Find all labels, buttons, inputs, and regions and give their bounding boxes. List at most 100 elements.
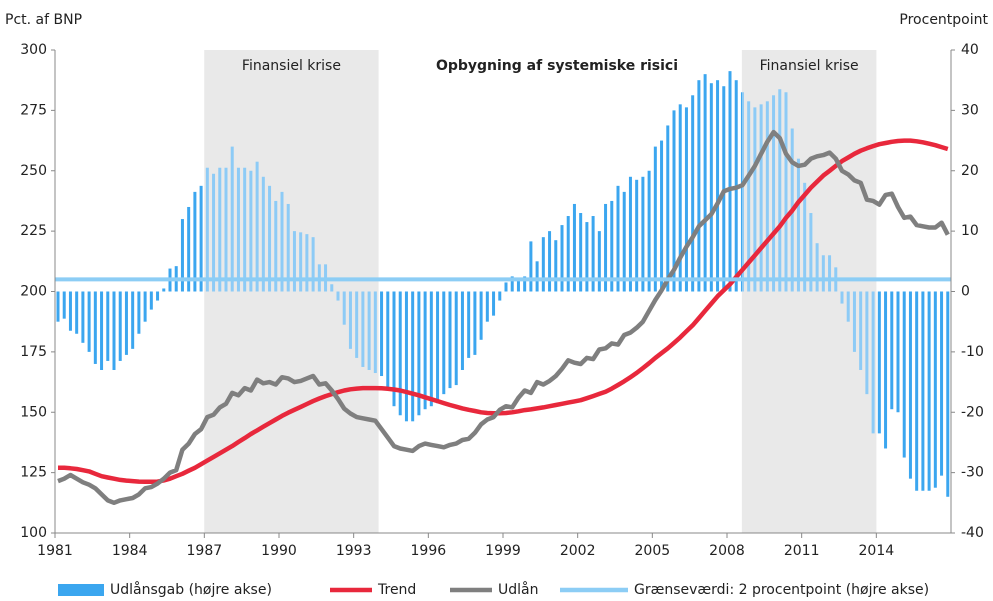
bar xyxy=(492,291,496,316)
bar xyxy=(404,291,408,422)
bar xyxy=(75,291,79,334)
bar xyxy=(852,291,856,352)
legend-label: Udlån xyxy=(498,581,538,598)
bar xyxy=(579,213,583,292)
bar xyxy=(187,206,191,292)
bar xyxy=(504,282,508,292)
bar xyxy=(112,291,116,370)
bar xyxy=(796,158,800,292)
bar xyxy=(149,291,153,310)
bar xyxy=(585,222,589,292)
bar xyxy=(386,291,390,389)
bar xyxy=(392,291,396,407)
bar xyxy=(261,176,265,292)
bar xyxy=(927,291,931,491)
bar xyxy=(691,95,695,292)
bar xyxy=(243,167,247,292)
bar xyxy=(498,291,502,301)
bar xyxy=(230,146,234,292)
bar xyxy=(249,170,253,292)
x-tick-label: 1999 xyxy=(485,543,521,559)
bar xyxy=(765,101,769,292)
bar xyxy=(106,291,110,361)
bar xyxy=(305,234,309,292)
bar xyxy=(753,107,757,292)
bar xyxy=(933,291,937,488)
y2-tick-label: -20 xyxy=(961,404,984,420)
bar xyxy=(143,291,147,322)
bar xyxy=(548,231,552,292)
bar xyxy=(100,291,104,370)
y-tick-label: 225 xyxy=(20,223,47,239)
bar xyxy=(560,225,564,292)
x-tick-label: 1984 xyxy=(112,543,148,559)
bar xyxy=(137,291,141,334)
x-tick-label: 1981 xyxy=(37,543,73,559)
bar xyxy=(380,291,384,377)
bar xyxy=(604,203,608,292)
legend-label: Trend xyxy=(377,582,416,598)
bar xyxy=(877,291,881,434)
bar xyxy=(940,291,944,476)
y-tick-label: 150 xyxy=(20,404,47,420)
bar xyxy=(180,219,184,292)
bar xyxy=(156,291,160,301)
bar xyxy=(336,291,340,301)
bar xyxy=(622,191,626,292)
bar xyxy=(361,291,365,367)
bar xyxy=(597,231,601,292)
y-axis-label: Pct. af BNP xyxy=(5,12,82,28)
y2-axis-label: Procentpoint xyxy=(899,12,988,28)
bar xyxy=(946,291,950,497)
y2-tick-label: 10 xyxy=(961,223,979,239)
x-tick-label: 1993 xyxy=(336,543,372,559)
bar xyxy=(554,240,558,292)
bar xyxy=(921,291,925,491)
bar xyxy=(398,291,402,416)
bar xyxy=(212,173,216,292)
bar xyxy=(566,216,570,292)
bar xyxy=(268,185,272,292)
bar xyxy=(473,291,477,355)
y2-tick-label: 0 xyxy=(961,284,970,300)
bar xyxy=(460,291,464,370)
bar xyxy=(635,179,639,292)
bar xyxy=(516,279,520,292)
bar xyxy=(572,203,576,292)
bar xyxy=(647,170,651,292)
bar xyxy=(809,213,813,292)
bar xyxy=(815,243,819,292)
bar xyxy=(896,291,900,413)
bar xyxy=(747,101,751,292)
bar xyxy=(709,83,713,292)
bar xyxy=(740,92,744,292)
bar xyxy=(479,291,483,340)
bar xyxy=(828,255,832,292)
bar xyxy=(915,291,919,491)
bar xyxy=(367,291,371,370)
x-tick-label: 2014 xyxy=(859,543,895,559)
bar xyxy=(454,291,458,386)
bar xyxy=(684,107,688,292)
y2-tick-label: 30 xyxy=(961,102,979,118)
bar xyxy=(286,203,290,292)
bar xyxy=(355,291,359,358)
bar xyxy=(759,104,763,292)
x-tick-label: 2011 xyxy=(784,543,820,559)
x-tick-label: 1990 xyxy=(261,543,297,559)
bar xyxy=(541,237,545,292)
series-line xyxy=(58,138,949,485)
legend-swatch xyxy=(58,584,104,596)
bar xyxy=(348,291,352,349)
bar xyxy=(697,80,701,292)
bar xyxy=(772,95,776,292)
y2-tick-label: 20 xyxy=(961,163,979,179)
bar xyxy=(610,200,614,292)
legend-label: Udlånsgab (højre akse) xyxy=(110,581,272,598)
bar xyxy=(485,291,489,322)
bar xyxy=(118,291,122,361)
bar xyxy=(902,291,906,458)
bar xyxy=(672,110,676,292)
y-tick-label: 175 xyxy=(20,344,47,360)
